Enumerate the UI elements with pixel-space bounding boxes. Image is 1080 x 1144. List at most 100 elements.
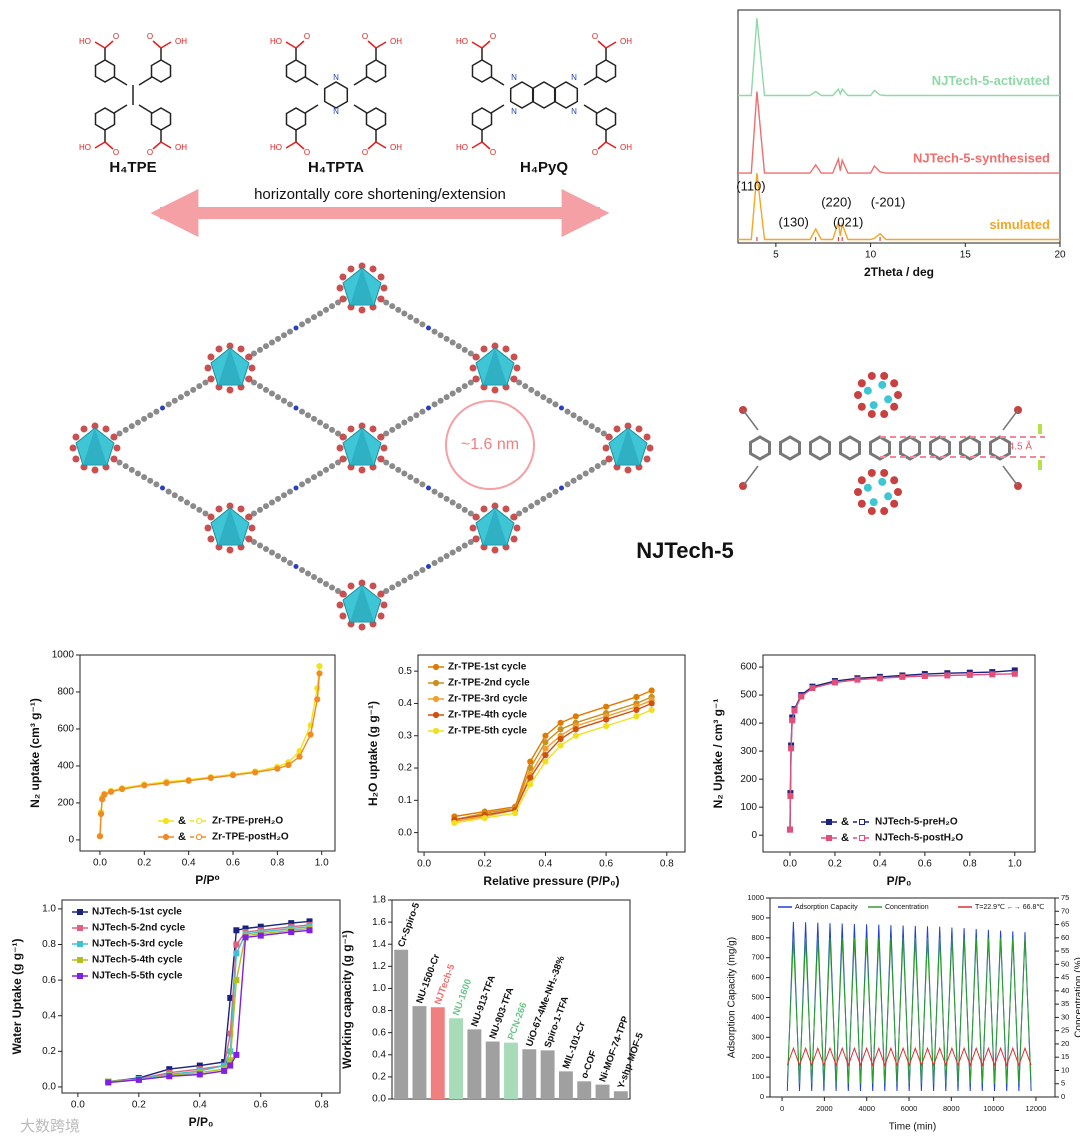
data-point (141, 782, 148, 789)
detail-oxygen (857, 499, 866, 508)
legend-label: Zr-TPE-5th cycle (448, 726, 527, 737)
cluster-oxygen (643, 455, 651, 463)
linker-atom (455, 546, 462, 552)
data-point (481, 814, 488, 822)
legend-marker (77, 941, 83, 947)
legend-marker (859, 835, 865, 841)
bond (471, 141, 483, 149)
data-point (166, 1073, 173, 1080)
linker-atom (426, 325, 431, 331)
linker-atom (437, 397, 444, 404)
data-point (633, 693, 640, 701)
linker-atom (546, 397, 553, 404)
data-point (285, 761, 292, 769)
legend-marker (77, 957, 83, 963)
acid-label: HO (270, 143, 282, 152)
legend-label: Zr-TPE-preH₂O (212, 816, 283, 827)
linker-atom (443, 394, 450, 401)
detail-ring (929, 435, 951, 461)
molecule-name: H₄TPTA (308, 159, 364, 176)
linker-atom (594, 426, 601, 433)
cluster-oxygen (377, 455, 385, 463)
linker-atom (570, 412, 577, 419)
bar-label: Cr-Spiro-5 (396, 901, 422, 949)
zr-cluster-face (83, 428, 107, 465)
series-line (454, 702, 652, 821)
data-point (648, 706, 655, 714)
cluster-oxygen (80, 425, 88, 433)
linker-atom (540, 495, 547, 502)
cluster-oxygen (226, 502, 234, 510)
data-point (288, 929, 295, 936)
data-point (989, 671, 996, 678)
detail-oxygen (867, 371, 876, 380)
linker-atom (401, 470, 408, 477)
linker-atom (287, 488, 293, 495)
linker-atom (311, 415, 317, 422)
linker-atom (323, 306, 329, 313)
cluster-oxygen (510, 353, 518, 361)
x-tick-label: 0.6 (254, 1100, 268, 1111)
data-point (296, 753, 303, 760)
data-point (876, 675, 883, 682)
linker-atom (317, 470, 323, 477)
peak-annotation: (220) (821, 194, 851, 209)
linker-atom (455, 343, 462, 350)
cluster-oxygen (358, 623, 366, 631)
linker-atom (564, 408, 571, 415)
data-point (207, 774, 214, 782)
cluster-oxygen (204, 364, 212, 372)
x-axis-label: Time (min) (889, 1122, 936, 1133)
data-point (227, 1062, 234, 1069)
data-point (854, 676, 861, 683)
bond (367, 40, 377, 49)
linker-atom (395, 306, 402, 313)
plot-frame (762, 654, 1036, 853)
y-tick-label: 1.2 (372, 961, 386, 972)
linker-atom (177, 394, 184, 401)
data-point (511, 810, 519, 817)
cluster-oxygen (358, 422, 366, 430)
y-tick-label: 100 (740, 802, 757, 813)
data-point (257, 932, 264, 939)
x-tick-label: 8000 (943, 1104, 960, 1113)
cluster-oxygen (204, 524, 212, 532)
linker-atom (160, 485, 165, 491)
x-tick-label: 0.8 (315, 1100, 329, 1111)
acid-label: HO (270, 37, 282, 46)
linker-atom (437, 492, 444, 499)
data-point (557, 726, 564, 733)
linker-atom (257, 542, 263, 549)
linker-atom (431, 488, 438, 495)
x-axis-label: P/P⁰ (195, 873, 220, 887)
cluster-oxygen (237, 505, 245, 513)
cluster-oxygen (377, 295, 385, 303)
linker-atom (329, 584, 335, 591)
linker-atom (269, 390, 275, 397)
cluster-oxygen (245, 375, 253, 383)
data-point (944, 672, 951, 679)
x-tick-label: 10000 (983, 1104, 1004, 1113)
x-tick-label: 0.2 (137, 858, 151, 869)
linker-atom (588, 466, 595, 473)
detail-ring (809, 435, 831, 461)
cluster-oxygen (102, 425, 110, 433)
linker-atom (329, 303, 335, 310)
linker-atom (467, 539, 474, 545)
linker-atom (383, 299, 390, 306)
oxygen: O (147, 148, 153, 157)
linker-atom (576, 474, 583, 481)
benzene-ring (471, 107, 493, 131)
cluster-oxygen (347, 582, 355, 590)
linker-atom (431, 560, 438, 566)
data-point (542, 752, 549, 759)
data-point (603, 716, 610, 723)
linker-atom (461, 506, 468, 513)
y-tick-label: 400 (740, 718, 757, 729)
cluster-oxygen (91, 422, 99, 430)
cluster-oxygen (646, 444, 654, 452)
cluster-oxygen (513, 364, 521, 372)
bond (113, 76, 128, 86)
linker-atom (455, 386, 462, 393)
bond (605, 141, 617, 149)
